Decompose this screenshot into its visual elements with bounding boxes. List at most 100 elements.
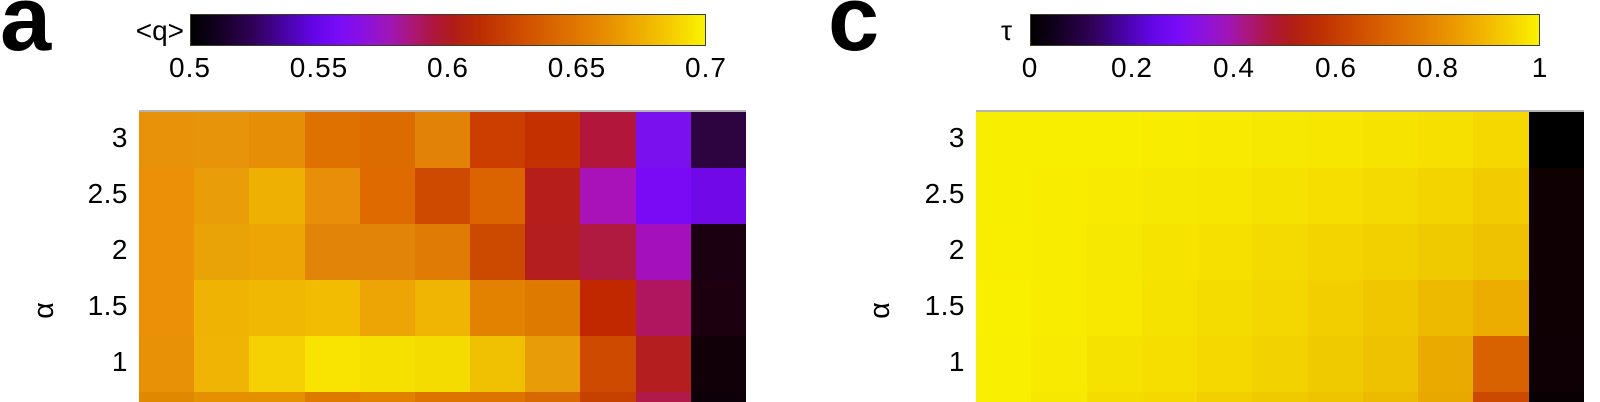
heatmap-cell xyxy=(194,112,250,168)
heatmap-cell xyxy=(414,168,471,224)
heatmap-cell xyxy=(690,280,746,336)
colorbar-tick-label: 1 xyxy=(1531,52,1549,83)
heatmap-cell xyxy=(1141,280,1198,336)
heatmap-cell xyxy=(359,392,415,402)
heatmap-cell xyxy=(470,224,526,280)
heatmap-cell xyxy=(1031,392,1087,402)
heatmap-cell xyxy=(194,392,250,402)
y-tick-label: 2 xyxy=(111,234,128,265)
heatmap-cell xyxy=(635,224,691,280)
heatmap-cell xyxy=(1141,336,1198,392)
heatmap-cell xyxy=(690,336,746,392)
heatmap xyxy=(139,110,746,402)
heatmap-cell xyxy=(1362,336,1419,392)
heatmap-cell xyxy=(1031,224,1087,280)
heatmap-cell xyxy=(1086,168,1142,224)
panel-label-a: a xyxy=(0,0,52,70)
heatmap-cell xyxy=(1473,224,1529,280)
heatmap-cell xyxy=(1252,112,1308,168)
heatmap-cell xyxy=(976,112,1032,168)
heatmap-cell xyxy=(525,280,581,336)
panel-label-c: c xyxy=(828,0,880,70)
heatmap-cell xyxy=(1362,392,1419,402)
heatmap-cell xyxy=(1031,280,1087,336)
heatmap-cell xyxy=(194,224,250,280)
colorbar-label-tau: τ xyxy=(1000,15,1012,46)
y-tick-label: 2.5 xyxy=(87,178,128,209)
heatmap-cell xyxy=(1418,224,1474,280)
heatmap-cell xyxy=(249,112,305,168)
heatmap xyxy=(976,110,1584,402)
heatmap-cell xyxy=(414,392,471,402)
colorbar-gradient xyxy=(1030,14,1540,46)
heatmap-cell xyxy=(359,168,415,224)
heatmap-cell xyxy=(635,392,691,402)
y-ticks: 3 2.5 2 1.5 1 xyxy=(885,110,965,400)
heatmap-cell xyxy=(1418,280,1474,336)
heatmap-cell xyxy=(690,112,746,168)
heatmap-cell xyxy=(580,280,636,336)
heatmap-cell xyxy=(304,336,360,392)
heatmap-cell xyxy=(1086,280,1142,336)
heatmap-cell xyxy=(194,336,250,392)
heatmap-cell xyxy=(1307,392,1363,402)
heatmap-cell xyxy=(139,168,195,224)
heatmap-cell xyxy=(304,112,360,168)
y-tick-label: 1.5 xyxy=(87,290,128,321)
heatmap-cell xyxy=(1362,280,1419,336)
heatmap-cell xyxy=(1307,112,1363,168)
heatmap-cell xyxy=(635,336,691,392)
heatmap-cell xyxy=(1473,280,1529,336)
heatmap-cell xyxy=(1197,224,1253,280)
heatmap-cell xyxy=(359,336,415,392)
heatmap-cell xyxy=(1528,336,1584,392)
heatmap-cell xyxy=(635,168,691,224)
heatmap-cell xyxy=(470,336,526,392)
heatmap-cell xyxy=(1086,224,1142,280)
heatmap-cell xyxy=(1307,168,1363,224)
heatmap-cell xyxy=(414,280,471,336)
heatmap-cell xyxy=(976,392,1032,402)
heatmap-cell xyxy=(1252,280,1308,336)
heatmap-cell xyxy=(580,392,636,402)
heatmap-cell xyxy=(359,224,415,280)
heatmap-cell xyxy=(1418,392,1474,402)
y-tick-label: 1 xyxy=(948,346,965,377)
heatmap-cell xyxy=(304,168,360,224)
heatmap-cell xyxy=(139,112,195,168)
colorbar-tick-label: 0.6 xyxy=(427,52,469,83)
heatmap-cell xyxy=(139,224,195,280)
heatmap-cell xyxy=(1418,112,1474,168)
heatmap-cell xyxy=(249,392,305,402)
heatmap-cell xyxy=(580,336,636,392)
heatmap-cell xyxy=(1031,112,1087,168)
heatmap-cell xyxy=(1141,392,1198,402)
colorbar-ticks: 0 0.2 0.4 0.6 0.8 1 xyxy=(1022,52,1548,86)
heatmap-cell xyxy=(1473,168,1529,224)
heatmap-cell xyxy=(525,392,581,402)
heatmap-cell xyxy=(635,280,691,336)
heatmap-cell xyxy=(1528,112,1584,168)
heatmap-cell xyxy=(414,224,471,280)
y-tick-label: 3 xyxy=(111,122,128,153)
heatmap-cell xyxy=(1086,336,1142,392)
y-tick-label: 2 xyxy=(948,234,965,265)
heatmap-cell xyxy=(525,336,581,392)
heatmap-cell xyxy=(414,336,471,392)
heatmap-cell xyxy=(304,280,360,336)
heatmap-cell xyxy=(139,336,195,392)
heatmap-cell xyxy=(976,280,1032,336)
y-tick-label: 3 xyxy=(948,122,965,153)
heatmap-cell xyxy=(359,112,415,168)
heatmap-cell xyxy=(976,224,1032,280)
colorbar-ticks: 0.5 0.55 0.6 0.65 0.7 xyxy=(169,52,726,86)
heatmap-cell xyxy=(1086,392,1142,402)
heatmap-cell xyxy=(1307,280,1363,336)
heatmap-cell xyxy=(1141,168,1198,224)
heatmap-cell xyxy=(1141,112,1198,168)
heatmap-cell xyxy=(194,280,250,336)
heatmap-cell xyxy=(359,280,415,336)
y-tick-label: 2.5 xyxy=(924,178,965,209)
heatmap-cell xyxy=(1528,280,1584,336)
heatmap-cell xyxy=(580,224,636,280)
